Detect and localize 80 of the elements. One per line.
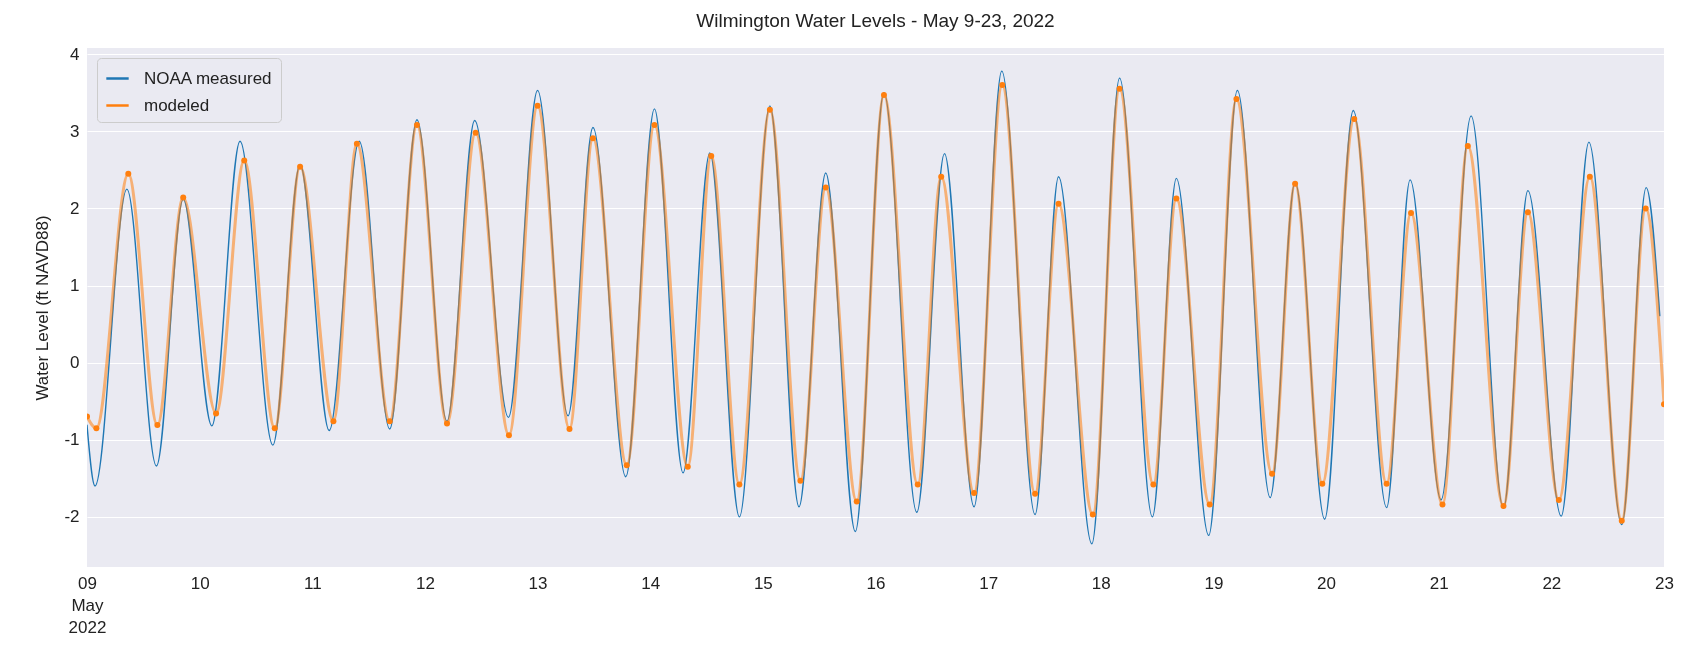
point bbox=[1150, 481, 1157, 488]
point bbox=[1524, 209, 1531, 216]
y-axis-title: Water Level (ft NAVD88) bbox=[33, 215, 53, 401]
point bbox=[443, 420, 450, 427]
point bbox=[1116, 85, 1123, 92]
point bbox=[213, 410, 220, 417]
x-tick-label: 19 bbox=[1204, 573, 1224, 593]
point bbox=[1618, 517, 1625, 524]
x-tick-label: 20 bbox=[1317, 573, 1337, 593]
point bbox=[386, 418, 393, 425]
point bbox=[1555, 496, 1562, 503]
x-tick-label: 23 bbox=[1655, 573, 1674, 593]
point bbox=[623, 462, 630, 469]
point bbox=[241, 157, 248, 164]
x-tick-label: 16 bbox=[866, 573, 886, 593]
point bbox=[1173, 195, 1180, 202]
x-tick-label: 12 bbox=[415, 573, 435, 593]
point bbox=[766, 106, 773, 113]
x-tick-label: 18 bbox=[1091, 573, 1111, 593]
point bbox=[1351, 115, 1358, 122]
point bbox=[853, 498, 860, 505]
point bbox=[1500, 503, 1507, 510]
point bbox=[330, 418, 337, 425]
x-tick-label: 09 May 2022 bbox=[68, 573, 107, 637]
x-tick-label: 17 bbox=[979, 573, 999, 593]
point bbox=[125, 170, 132, 177]
point bbox=[736, 481, 743, 488]
point bbox=[1439, 501, 1446, 508]
point bbox=[880, 92, 887, 99]
point bbox=[534, 102, 541, 109]
x-tick-label: 13 bbox=[528, 573, 548, 593]
point bbox=[1464, 142, 1471, 149]
point bbox=[708, 152, 715, 159]
point bbox=[1233, 95, 1240, 102]
point bbox=[1206, 501, 1213, 508]
y-tick-label: 3 bbox=[70, 121, 80, 141]
point bbox=[566, 425, 573, 432]
point bbox=[1586, 173, 1593, 180]
point bbox=[1269, 470, 1276, 477]
point bbox=[1642, 205, 1649, 212]
point bbox=[938, 173, 945, 180]
point bbox=[1032, 490, 1039, 497]
x-tick-label: 10 bbox=[190, 573, 210, 593]
y-tick-label: 0 bbox=[70, 353, 80, 373]
point bbox=[154, 422, 161, 429]
legend-label: modeled bbox=[144, 95, 210, 115]
point bbox=[180, 194, 187, 201]
point bbox=[505, 432, 512, 439]
point bbox=[1319, 480, 1326, 487]
point bbox=[297, 163, 304, 170]
y-tick-label: -1 bbox=[64, 430, 80, 450]
point bbox=[1408, 210, 1415, 217]
point bbox=[93, 425, 100, 432]
legend-label: NOAA measured bbox=[144, 68, 272, 88]
point bbox=[797, 477, 804, 484]
point bbox=[1089, 511, 1096, 518]
x-tick-label: 22 bbox=[1542, 573, 1562, 593]
point bbox=[413, 122, 420, 129]
point bbox=[999, 82, 1006, 89]
point bbox=[1055, 200, 1062, 207]
point bbox=[1383, 480, 1390, 487]
x-tick-label: 15 bbox=[753, 573, 773, 593]
y-tick-label: -2 bbox=[64, 507, 80, 527]
point bbox=[971, 489, 978, 496]
y-tick-label: 2 bbox=[70, 198, 80, 218]
y-tick-label: 1 bbox=[70, 276, 80, 296]
point bbox=[1292, 180, 1299, 187]
point bbox=[271, 425, 278, 432]
point bbox=[589, 135, 596, 142]
point bbox=[651, 122, 658, 129]
point bbox=[822, 184, 829, 191]
point bbox=[914, 481, 921, 488]
point bbox=[353, 140, 360, 147]
point bbox=[684, 463, 691, 470]
x-tick-label: 14 bbox=[641, 573, 661, 593]
x-tick-label: 11 bbox=[303, 573, 322, 593]
point bbox=[472, 129, 479, 136]
x-tick-label: 21 bbox=[1429, 573, 1449, 593]
chart-title: Wilmington Water Levels - May 9-23, 2022 bbox=[696, 10, 1055, 32]
y-tick-label: 4 bbox=[70, 44, 80, 64]
